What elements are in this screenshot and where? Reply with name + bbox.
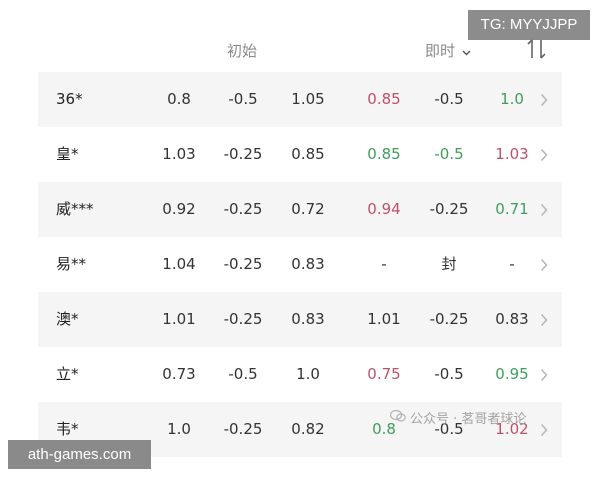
chevron-right-icon[interactable] [540, 202, 548, 221]
initial-column-label: 初始 [227, 42, 258, 60]
table-row[interactable]: 皇* 1.03 -0.25 0.85 0.85 -0.5 1.03 [38, 127, 562, 182]
initial-odds-2: -0.25 [223, 145, 263, 163]
chevron-down-icon [458, 46, 471, 59]
live-odds-3: 0.71 [495, 200, 529, 218]
live-odds-1: 0.85 [367, 145, 401, 163]
live-odds-1: 0.75 [367, 365, 401, 383]
live-odds-1: 0.85 [367, 90, 401, 108]
table-row[interactable]: 易** 1.04 -0.25 0.83 - 封 - [38, 237, 562, 292]
telegram-watermark: TG: MYYJJPP [468, 10, 590, 40]
bookmaker-name: 36* [56, 90, 83, 108]
chevron-right-icon[interactable] [540, 147, 548, 166]
site-watermark: ath-games.com [8, 440, 151, 469]
initial-odds-1: 1.03 [162, 145, 196, 163]
bookmaker-name: 易** [56, 255, 87, 273]
table-row[interactable]: 立* 0.73 -0.5 1.0 0.75 -0.5 0.95 [38, 347, 562, 402]
live-odds-3: 1.03 [495, 145, 529, 163]
initial-odds-3: 1.0 [296, 365, 320, 383]
odds-header: 初始 即时 [0, 39, 600, 64]
initial-odds-3: 0.83 [291, 310, 325, 328]
live-odds-2: -0.25 [429, 200, 469, 218]
table-row[interactable]: 36* 0.8 -0.5 1.05 0.85 -0.5 1.0 [38, 72, 562, 127]
live-odds-2: -0.5 [434, 420, 464, 438]
initial-odds-3: 0.82 [291, 420, 325, 438]
live-odds-2: -0.5 [434, 145, 464, 163]
initial-odds-1: 1.01 [162, 310, 196, 328]
live-odds-3: 1.0 [500, 90, 524, 108]
bookmaker-name: 威*** [56, 200, 94, 218]
initial-odds-3: 0.72 [291, 200, 325, 218]
initial-odds-1: 0.92 [162, 200, 196, 218]
bookmaker-name: 皇* [56, 145, 79, 163]
initial-odds-1: 1.0 [167, 420, 191, 438]
chevron-right-icon[interactable] [540, 367, 548, 386]
live-odds-3: 0.95 [495, 365, 529, 383]
live-odds-1: 0.8 [372, 420, 396, 438]
live-odds-3: - [509, 255, 515, 273]
chevron-right-icon[interactable] [540, 312, 548, 331]
bookmaker-name: 澳* [56, 310, 79, 328]
initial-odds-2: -0.25 [223, 420, 263, 438]
initial-odds-1: 0.73 [162, 365, 196, 383]
table-row[interactable]: 威*** 0.92 -0.25 0.72 0.94 -0.25 0.71 [38, 182, 562, 237]
live-odds-1: - [381, 255, 387, 273]
table-row[interactable]: 澳* 1.01 -0.25 0.83 1.01 -0.25 0.83 [38, 292, 562, 347]
wechat-watermark-text: 公众号 · 茗哥者球论 [410, 412, 527, 427]
initial-odds-1: 0.8 [167, 90, 191, 108]
live-odds-2: -0.5 [434, 365, 464, 383]
initial-odds-2: -0.25 [223, 200, 263, 218]
live-odds-2: -0.25 [429, 310, 469, 328]
live-odds-1: 0.94 [367, 200, 401, 218]
initial-odds-2: -0.5 [228, 365, 258, 383]
chevron-right-icon[interactable] [540, 257, 548, 276]
initial-odds-2: -0.5 [228, 90, 258, 108]
sort-icon[interactable] [525, 36, 549, 66]
wechat-watermark: 公众号 · 茗哥者球论 [389, 408, 527, 427]
live-odds-3: 0.83 [495, 310, 529, 328]
bookmaker-name: 韦* [56, 420, 79, 438]
live-column-label: 即时 [425, 42, 456, 60]
live-odds-2: -0.5 [434, 90, 464, 108]
chevron-right-icon[interactable] [540, 422, 548, 441]
initial-odds-3: 0.85 [291, 145, 325, 163]
live-odds-2: 封 [441, 255, 457, 273]
live-odds-3: 1.02 [495, 420, 529, 438]
initial-odds-3: 0.83 [291, 255, 325, 273]
chevron-right-icon[interactable] [540, 92, 548, 111]
live-odds-1: 1.01 [367, 310, 401, 328]
bookmaker-name: 立* [56, 365, 79, 383]
initial-odds-2: -0.25 [223, 255, 263, 273]
wechat-icon [389, 409, 406, 427]
initial-odds-2: -0.25 [223, 310, 263, 328]
odds-table: 36* 0.8 -0.5 1.05 0.85 -0.5 1.0 皇* 1.03 -0.25 0.85… [38, 72, 562, 457]
initial-odds-3: 1.05 [291, 90, 325, 108]
initial-odds-1: 1.04 [162, 255, 196, 273]
live-dropdown[interactable]: 即时 [425, 40, 471, 61]
